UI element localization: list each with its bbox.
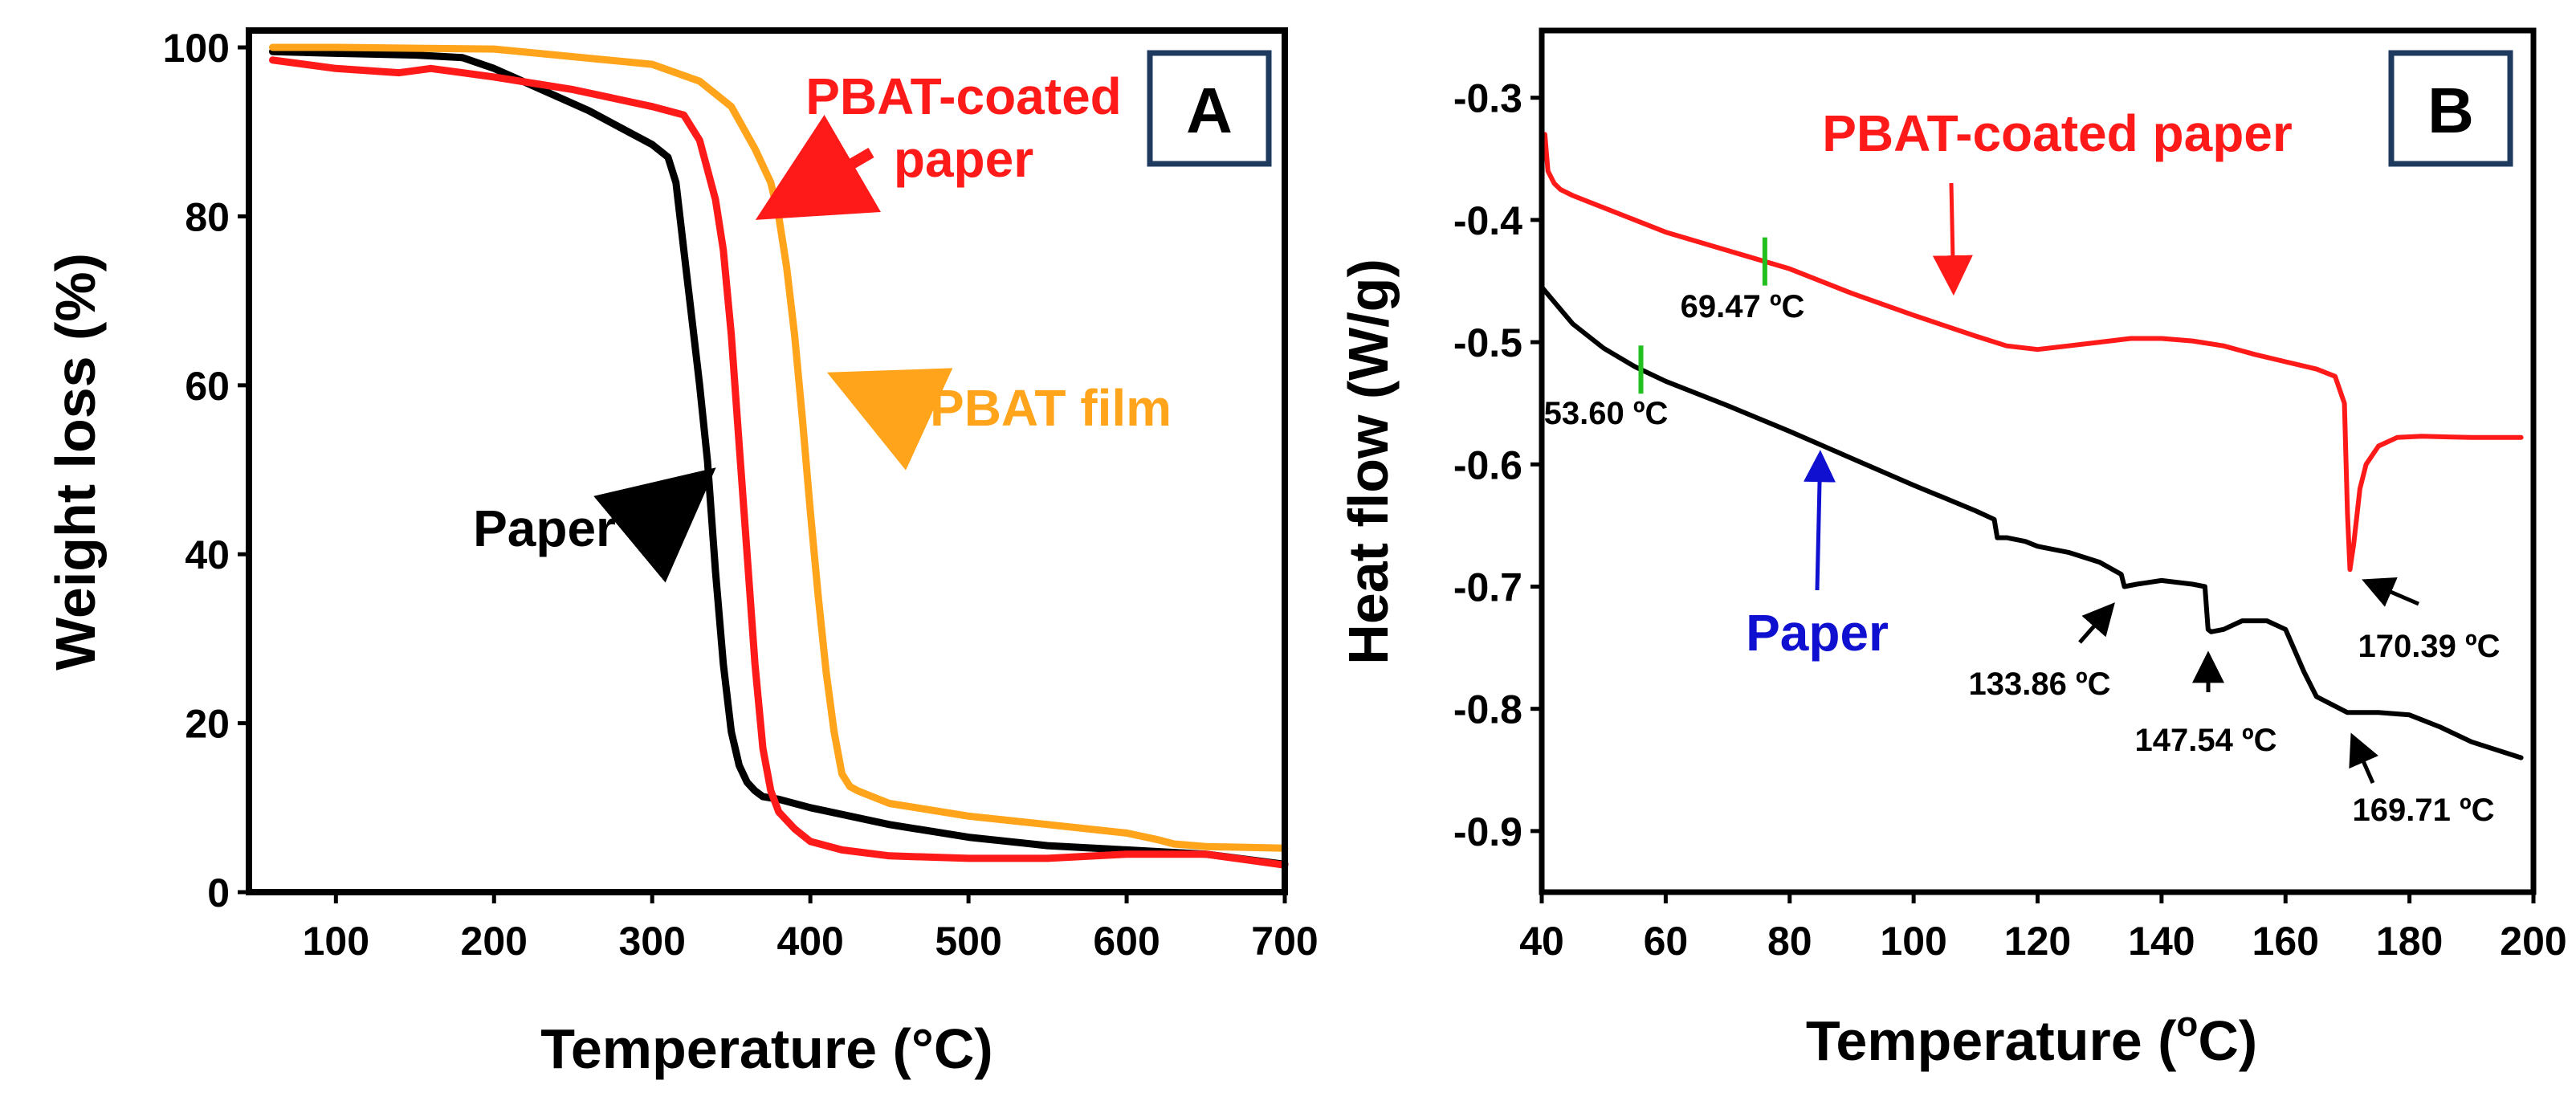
y-tick-label: 0 [207,870,230,915]
x-tick-label: 80 [1767,919,1812,964]
panel-a-label-pbat-coated-paper-line2: paper [894,130,1033,188]
x-tick-label: 120 [2004,919,2071,964]
panel-a-frame [246,27,1288,895]
panel-b-tg-label-paper: 53.60 ºC [1544,396,1669,431]
panel-b-arrow-pbat-coated-paper [1932,182,1973,296]
y-tick-label: -0.6 [1453,442,1522,487]
panel-b-letter: B [2427,75,2474,146]
y-tick-label: -0.4 [1453,198,1522,243]
panel-a-series-pbat-coated-paper [269,56,1289,869]
x-tick-label: 700 [1251,919,1318,964]
x-tick-label: 100 [1880,919,1946,964]
panel-a-y-axis: 0 20 40 60 80 100 [163,26,249,915]
panel-b-x-axis-title: Temperature (oC) [1806,1005,2257,1072]
x-tick-label: 40 [1519,919,1564,964]
panel-a-label-paper: Paper [473,499,616,557]
x-tick-label: 300 [618,919,685,964]
panel-b-tg-label-pbat-coated-paper: 69.47 ºC [1681,289,1805,324]
x-tick-label: 600 [1093,919,1160,964]
y-tick-label: 20 [185,702,230,747]
x-tick-label: 200 [2500,919,2566,964]
panel-a-letter: A [1186,75,1233,146]
panel-b-peak-label-169-71: 169.71 ºC [2353,793,2495,828]
panel-a-series-pbat-film [269,43,1289,852]
panel-b-peak-label-170-39: 170.39 ºC [2358,629,2501,664]
panel-b-series-pbat-coated-paper [1542,132,2524,573]
panel-b-x-axis-title-sup: o [2176,1005,2198,1044]
x-tick-label: 180 [2376,919,2443,964]
x-tick-label: 400 [776,919,843,964]
panel-b-x-axis-title-tail: C) [2198,1009,2257,1072]
panel-b-x-axis-title-main: Temperature ( [1806,1009,2177,1072]
panel-b-y-axis: -0.3 -0.4 -0.5 -0.6 -0.7 -0.8 -0.9 [1453,76,1542,854]
panel-b-peak-arrow-169-71 [2349,732,2378,785]
panel-a-letter-box [1147,50,1272,167]
panel-b-x-axis: 40 60 80 100 120 140 160 180 200 [1519,892,2567,964]
x-tick-label: 160 [2252,919,2319,964]
panel-b-peak-label-133: 133.86 ºC [1969,667,2111,702]
panel-b-series [1539,132,2524,760]
x-tick-label: 140 [2128,919,2195,964]
panel-a-series-paper [269,47,1289,868]
y-tick-label: -0.5 [1453,320,1522,365]
panel-b-peak-label-147: 147.54 ºC [2135,723,2277,758]
panel-b-peak-arrow-170-39 [2362,577,2419,607]
panel-a-x-axis: 100 200 300 400 500 600 700 [303,892,1319,964]
x-tick-label: 200 [461,919,528,964]
panel-a-arrow-paper [593,467,716,583]
panel-b-label-pbat-coated-paper: PBAT-coated paper [1822,104,2293,162]
panel-a-arrow-pbat-film [826,368,953,471]
panel-a: 100 200 300 400 500 600 700 0 20 40 60 80 100 Tempe… [44,26,1319,1080]
panel-a-label-pbat-film: PBAT film [930,379,1172,437]
y-tick-label: 60 [185,364,230,409]
panel-a-label-pbat-coated-paper: PBAT-coated [805,67,1122,125]
x-tick-label: 500 [935,919,1001,964]
panel-b-y-axis-title: Heat flow (W/g) [1337,259,1400,664]
panel-a-series [269,43,1289,869]
panel-b-label-paper: Paper [1746,604,1889,662]
x-tick-label: 60 [1644,919,1689,964]
panel-a-x-axis-title: Temperature (°C) [540,1017,992,1080]
panel-b-arrow-paper [1804,450,1836,591]
y-tick-label: -0.7 [1453,565,1522,610]
y-tick-label: -0.3 [1453,76,1522,121]
panel-b: 40 60 80 100 120 140 160 180 200 -0.3-0.4-0.5-0.… [1337,27,2567,1072]
y-tick-label: 80 [185,194,230,239]
x-tick-label: 100 [303,919,369,964]
panel-b-series-paper [1539,284,2524,760]
panel-b-letter-box [2388,50,2513,167]
panel-b-peak-arrow-133 [2078,602,2115,644]
panel-a-y-axis-title: Weight loss (%) [44,253,107,671]
y-tick-label: 40 [185,532,230,577]
y-tick-label: 100 [163,26,230,71]
panel-a-arrow-pbat-coated-paper [755,114,882,220]
y-tick-label: -0.8 [1453,687,1522,732]
y-tick-label: -0.9 [1453,809,1522,854]
